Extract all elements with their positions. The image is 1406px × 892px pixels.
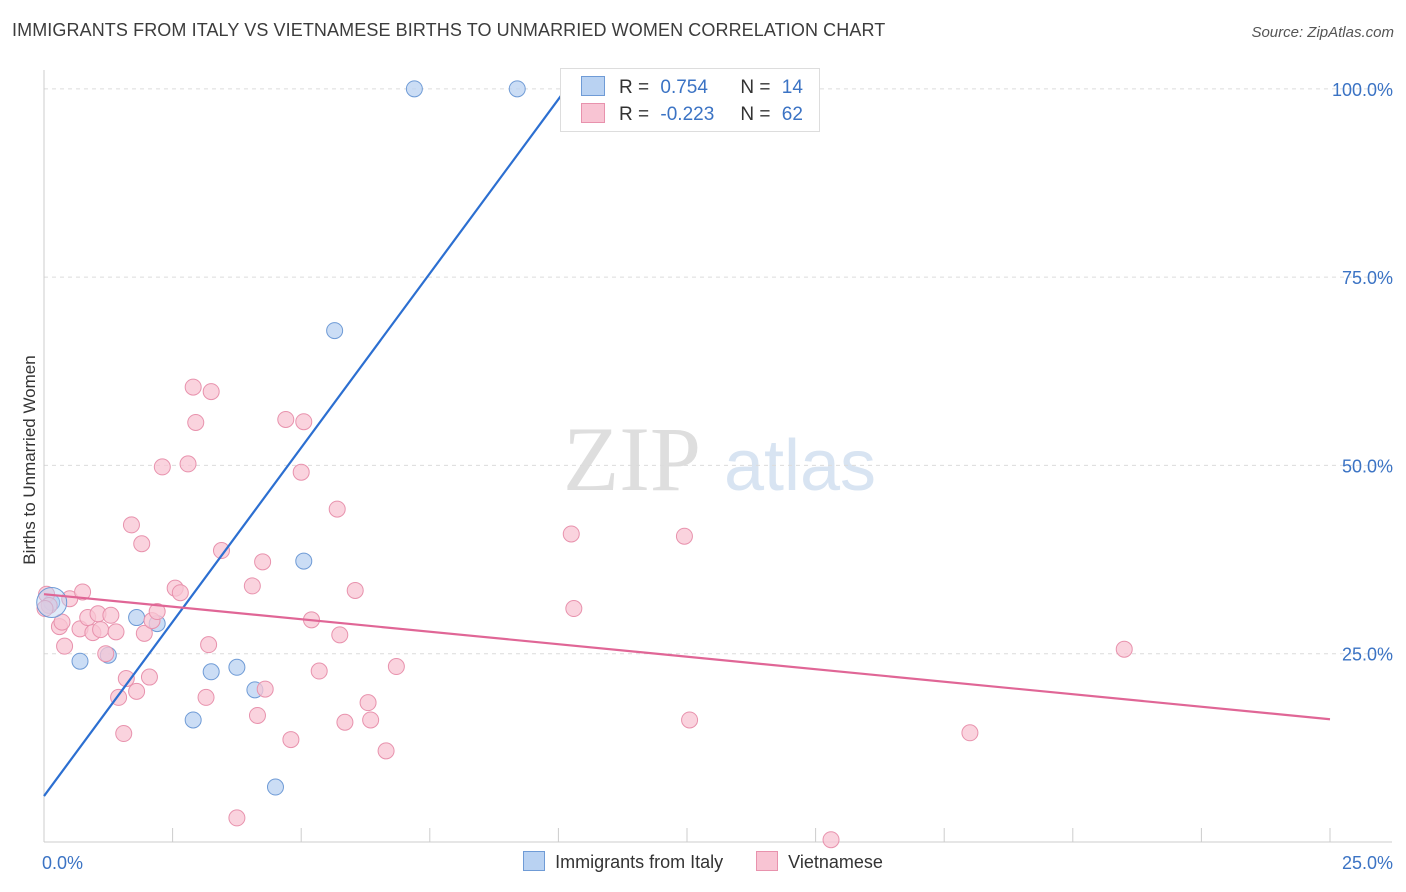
r-value: -0.223 xyxy=(660,104,715,125)
chart-title: IMMIGRANTS FROM ITALY VS VIETNAMESE BIRT… xyxy=(12,20,886,40)
n-label: N = xyxy=(740,77,771,98)
vietnamese-point xyxy=(97,645,115,663)
y-tick-label: 75.0% xyxy=(1342,268,1393,288)
vietnamese-point xyxy=(128,682,146,700)
italy-point xyxy=(405,80,423,98)
vietnamese-point xyxy=(212,542,230,560)
italy-trend-line xyxy=(43,88,568,797)
italy-point xyxy=(71,652,89,670)
vietnamese-point xyxy=(115,725,133,743)
vietnamese-point xyxy=(362,711,380,729)
y-axis-label: Births to Unmarried Women xyxy=(20,355,39,565)
x-tick-label: 0.0% xyxy=(42,853,83,873)
vietnamese-point xyxy=(184,378,202,396)
r-label: R = xyxy=(619,104,650,125)
italy-point xyxy=(326,322,344,340)
vietnamese-point xyxy=(961,724,979,742)
vietnamese-point xyxy=(248,706,266,724)
n-value: 62 xyxy=(781,104,803,125)
italy-swatch xyxy=(523,851,546,871)
vietnamese-point xyxy=(377,742,395,760)
vietnamese-point xyxy=(256,680,274,698)
vietnamese-point xyxy=(187,413,205,431)
vietnamese-point xyxy=(1115,640,1133,658)
vietnamese-point xyxy=(328,500,346,518)
italy-point xyxy=(228,658,246,676)
vietnamese-point xyxy=(681,711,699,729)
italy-swatch xyxy=(581,76,605,96)
vietnamese-point xyxy=(197,688,215,706)
italy-point xyxy=(184,711,202,729)
r-value: 0.754 xyxy=(660,77,708,98)
legend-item-vietnamese[interactable]: Vietnamese xyxy=(756,851,883,873)
y-tick-label: 25.0% xyxy=(1342,645,1393,665)
watermark-zip: ZIP xyxy=(563,408,701,510)
vietnamese-point xyxy=(133,535,151,553)
vietnamese-point xyxy=(148,603,166,621)
italy-point xyxy=(128,609,146,627)
series-legend: Immigrants from Italy Vietnamese xyxy=(0,851,1406,873)
vietnamese-point xyxy=(135,624,153,642)
vietnamese-swatch xyxy=(756,851,779,871)
vietnamese-trend-line xyxy=(43,593,1331,721)
vietnamese-point xyxy=(331,626,349,644)
y-tick-label: 100.0% xyxy=(1332,80,1393,100)
vietnamese-point xyxy=(179,455,197,473)
vietnamese-point xyxy=(277,410,295,428)
vietnamese-point xyxy=(107,623,125,641)
vietnamese-point xyxy=(202,383,220,401)
legend-label-italy: Immigrants from Italy xyxy=(555,852,724,872)
vietnamese-point xyxy=(228,809,246,827)
vietnamese-point xyxy=(282,731,300,749)
n-value: 14 xyxy=(781,77,803,98)
vietnamese-point xyxy=(822,831,840,849)
legend-label-vietnamese: Vietnamese xyxy=(788,852,883,872)
watermark-atlas: atlas xyxy=(724,426,876,506)
vietnamese-point xyxy=(56,637,74,655)
vietnamese-point xyxy=(359,694,377,712)
legend-row-italy: R = 0.754 N = 14 xyxy=(581,76,803,100)
vietnamese-point xyxy=(153,458,171,476)
vietnamese-point xyxy=(387,658,405,676)
vietnamese-swatch xyxy=(581,103,605,123)
vietnamese-point xyxy=(243,577,261,595)
italy-point xyxy=(508,80,526,98)
x-tick-label: 25.0% xyxy=(1342,853,1393,873)
italy-point xyxy=(202,663,220,681)
vietnamese-point xyxy=(122,516,140,534)
vietnamese-point xyxy=(74,583,92,601)
vietnamese-point xyxy=(254,553,272,571)
vietnamese-point xyxy=(295,413,313,431)
vietnamese-point xyxy=(200,636,218,654)
vietnamese-point xyxy=(675,527,693,545)
y-tick-label: 50.0% xyxy=(1342,456,1393,476)
vietnamese-point xyxy=(336,713,354,731)
vietnamese-point xyxy=(562,525,580,543)
vietnamese-point xyxy=(310,662,328,680)
source-label: Source: ZipAtlas.com xyxy=(1251,24,1394,41)
italy-point xyxy=(295,552,313,570)
vietnamese-point xyxy=(292,463,310,481)
legend-item-italy[interactable]: Immigrants from Italy xyxy=(523,851,723,873)
vietnamese-point xyxy=(140,668,158,686)
r-label: R = xyxy=(619,77,650,98)
italy-point xyxy=(266,778,284,796)
vietnamese-point xyxy=(102,606,120,624)
italy-point xyxy=(36,586,68,618)
vietnamese-point xyxy=(171,584,189,602)
n-label: N = xyxy=(740,104,771,125)
legend-row-vietnamese: R = -0.223 N = 62 xyxy=(581,103,803,127)
stats-legend: R = 0.754 N = 14 R = -0.223 N = 62 xyxy=(560,68,820,132)
vietnamese-point xyxy=(565,600,583,618)
vietnamese-point xyxy=(92,621,110,639)
vietnamese-point xyxy=(346,581,364,599)
vietnamese-point xyxy=(117,670,135,688)
